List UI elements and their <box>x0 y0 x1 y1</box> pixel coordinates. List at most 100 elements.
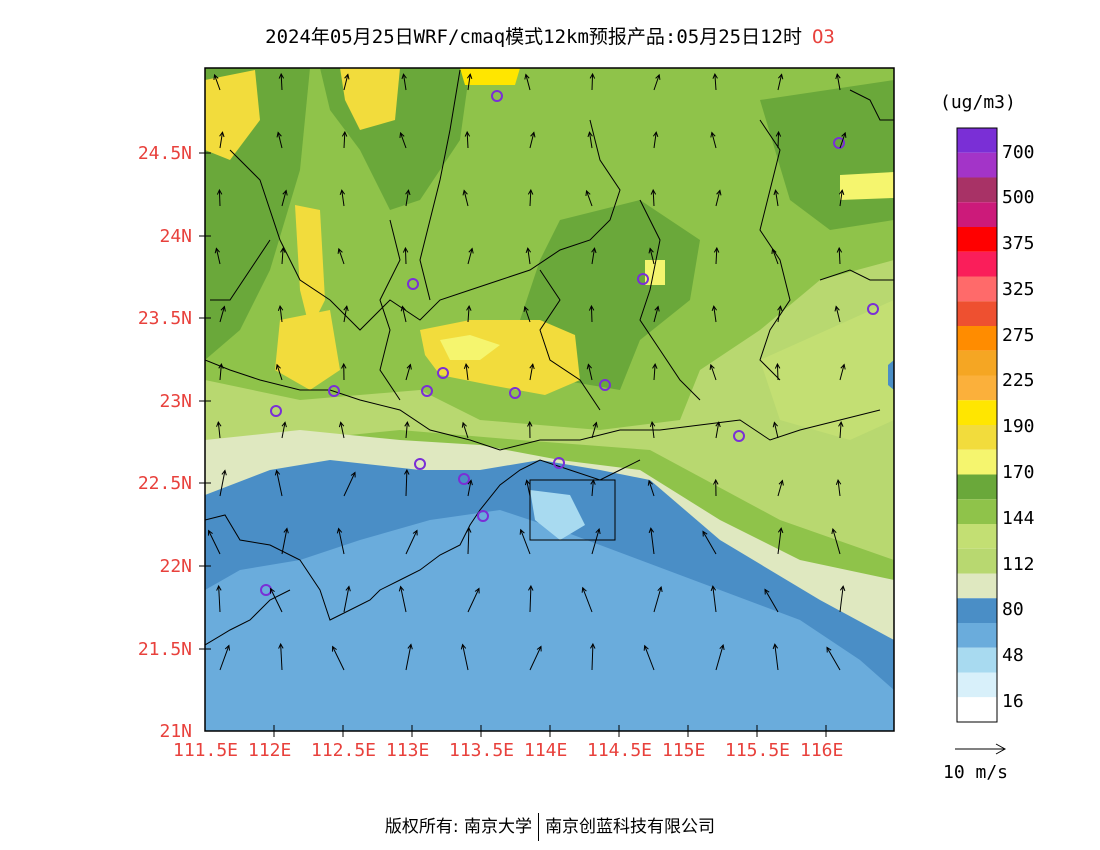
colorbar-swatch <box>957 524 997 549</box>
wind-arrow <box>652 131 659 149</box>
lon-label-112-5: 112.5E <box>311 740 377 761</box>
wind-arrow <box>277 305 284 323</box>
colorbar-label-80: 80 <box>1002 599 1024 620</box>
wind-arrow <box>653 73 661 91</box>
wind-arrow <box>774 362 781 381</box>
wind-arrow <box>400 305 407 323</box>
wind-arrow <box>588 304 595 323</box>
copyright-text: 版权所有: 南京大学 <box>384 817 533 837</box>
wind-arrow <box>466 73 473 91</box>
lon-label-115: 115E <box>662 740 706 761</box>
wind-arrow <box>653 305 660 323</box>
wind-arrow <box>399 131 407 149</box>
lon-label-112: 112E <box>248 740 292 761</box>
wind-arrow <box>216 188 223 207</box>
colorbar-label-16: 16 <box>1002 691 1024 712</box>
colorbar-swatch <box>957 449 997 475</box>
colorbar-swatch <box>957 499 997 524</box>
colorbar <box>956 127 998 723</box>
wind-arrow <box>529 645 542 671</box>
colorbar-label-700: 700 <box>1002 142 1035 163</box>
wind-arrow <box>270 587 283 613</box>
wind-arrow <box>838 189 845 207</box>
wind-arrow <box>525 247 532 265</box>
lon-label-111-5: 111.5E <box>173 740 239 761</box>
wind-arrow <box>343 585 351 613</box>
lat-label-24-5: 24.5N <box>137 143 192 164</box>
lat-label-21: 21N <box>159 721 192 742</box>
lat-label-21-5: 21.5N <box>137 639 192 660</box>
lon-label-113: 113E <box>386 740 430 761</box>
wind-arrow <box>649 421 656 439</box>
wind-arrow <box>591 527 601 555</box>
wind-arrow <box>715 643 725 671</box>
wind-arrow <box>464 130 471 149</box>
wind-arrow <box>219 644 230 671</box>
map-title: 2024年05月25日WRF/cmaq模式12km预报产品:05月25日12时 O… <box>0 22 1100 49</box>
footer-separator <box>538 813 540 841</box>
title-variable: O3 <box>811 26 835 48</box>
colorbar-swatch <box>957 227 997 252</box>
title-text: 2024年05月25日WRF/cmaq模式12km预报产品:05月25日12时 <box>265 26 802 48</box>
wind-arrow <box>831 527 841 555</box>
wind-arrow <box>466 526 472 555</box>
colorbar-swatch <box>957 301 997 326</box>
colorbar-label-325: 325 <box>1002 279 1035 300</box>
wind-arrow <box>529 363 535 381</box>
wind-arrow <box>838 420 844 439</box>
wind-arrow <box>219 305 226 323</box>
colorbar-swatch <box>957 573 997 599</box>
colorbar-swatch <box>957 697 997 722</box>
wind-arrow <box>281 421 287 439</box>
wind-arrow <box>712 72 718 91</box>
lon-label-114: 114E <box>524 740 568 761</box>
colorbar-swatch <box>957 474 997 500</box>
colorbar-swatch <box>957 623 997 648</box>
wind-arrow <box>523 305 531 323</box>
wind-arrow <box>336 527 345 555</box>
wind-arrow <box>764 588 779 613</box>
wind-arrow <box>772 421 779 439</box>
wind-arrow <box>590 642 596 671</box>
colorbar-swatch <box>957 425 997 450</box>
wind-arrow <box>826 646 841 671</box>
lon-label-115-5: 115.5E <box>725 740 791 761</box>
wind-arrow <box>461 421 469 439</box>
wind-arrow <box>463 363 470 381</box>
wind-arrow <box>466 304 472 323</box>
wind-arrow <box>274 469 283 497</box>
wind-arrow <box>275 363 283 381</box>
wind-arrow <box>710 585 717 613</box>
wind-arrow <box>276 131 283 149</box>
colorbar-label-112: 112 <box>1002 554 1035 575</box>
wind-arrow <box>777 73 784 91</box>
wind-arrow <box>278 642 284 671</box>
wind-arrow <box>653 585 663 613</box>
wind-arrow <box>709 363 717 381</box>
lat-label-23: 23N <box>159 391 192 412</box>
wind-arrow <box>591 421 598 439</box>
colorbar-swatch <box>957 598 997 623</box>
wind-arrow <box>216 420 222 439</box>
wind-arrow <box>216 584 222 613</box>
wind-arrow <box>405 363 412 381</box>
wind-arrow <box>405 643 413 671</box>
wind-arrow <box>771 247 779 265</box>
wind-arrow <box>715 189 722 207</box>
wind-arrow <box>591 247 597 265</box>
wind-arrow <box>519 528 531 555</box>
wind-arrow <box>643 644 655 671</box>
monitoring-station-markers <box>260 90 879 596</box>
wind-arrow <box>527 420 533 439</box>
wind-arrow <box>281 527 289 555</box>
lon-label-116: 116E <box>800 740 844 761</box>
lat-label-24: 24N <box>159 226 192 247</box>
wind-arrow <box>702 530 717 555</box>
wind-arrow <box>650 188 657 207</box>
wind-arrow <box>343 305 349 323</box>
lat-label-22: 22N <box>159 556 192 577</box>
colorbar-frame <box>956 127 998 723</box>
wind-arrow <box>648 527 655 555</box>
colorbar-label-375: 375 <box>1002 233 1035 254</box>
